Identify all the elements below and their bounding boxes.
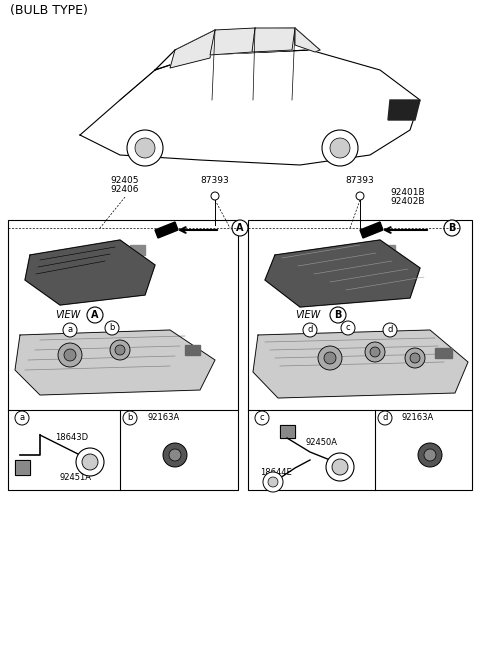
Text: 87393: 87393	[201, 176, 229, 185]
Polygon shape	[295, 28, 320, 52]
Circle shape	[365, 342, 385, 362]
Circle shape	[378, 411, 392, 425]
Circle shape	[356, 192, 364, 200]
Polygon shape	[265, 240, 420, 307]
Text: b: b	[127, 413, 132, 422]
Circle shape	[135, 138, 155, 158]
Polygon shape	[280, 425, 295, 438]
Text: 92163A: 92163A	[148, 413, 180, 422]
Circle shape	[444, 220, 460, 236]
Text: 92451A: 92451A	[60, 473, 92, 482]
Polygon shape	[210, 28, 255, 55]
Text: 92402B: 92402B	[390, 197, 424, 206]
Circle shape	[232, 220, 248, 236]
Polygon shape	[170, 30, 215, 68]
Text: 18644E: 18644E	[260, 468, 292, 477]
Text: B: B	[448, 223, 456, 233]
Text: 92401B: 92401B	[390, 188, 425, 197]
Polygon shape	[360, 222, 383, 238]
Circle shape	[76, 448, 104, 476]
Circle shape	[318, 346, 342, 370]
Text: B: B	[334, 310, 342, 320]
Circle shape	[105, 321, 119, 335]
Polygon shape	[253, 330, 468, 398]
Circle shape	[324, 352, 336, 364]
Circle shape	[115, 345, 125, 355]
Circle shape	[63, 323, 77, 337]
Text: 87393: 87393	[346, 176, 374, 185]
Text: d: d	[382, 413, 388, 422]
Polygon shape	[155, 222, 178, 238]
FancyBboxPatch shape	[248, 220, 472, 490]
Text: A: A	[236, 223, 244, 233]
Circle shape	[268, 477, 278, 487]
Polygon shape	[130, 245, 145, 255]
Circle shape	[341, 321, 355, 335]
Circle shape	[326, 453, 354, 481]
Circle shape	[383, 323, 397, 337]
Circle shape	[211, 192, 219, 200]
Text: (BULB TYPE): (BULB TYPE)	[10, 4, 88, 17]
Circle shape	[127, 130, 163, 166]
Text: VIEW: VIEW	[55, 310, 80, 320]
Circle shape	[330, 138, 350, 158]
Polygon shape	[388, 100, 420, 120]
Circle shape	[332, 459, 348, 475]
Circle shape	[263, 472, 283, 492]
Circle shape	[410, 353, 420, 363]
FancyBboxPatch shape	[8, 220, 238, 490]
Circle shape	[405, 348, 425, 368]
Text: d: d	[387, 325, 393, 335]
Text: 92406: 92406	[111, 185, 139, 194]
Polygon shape	[15, 460, 30, 475]
Circle shape	[110, 340, 130, 360]
Polygon shape	[435, 348, 452, 358]
Circle shape	[418, 443, 442, 467]
Text: 92405: 92405	[111, 176, 139, 185]
Circle shape	[87, 307, 103, 323]
Text: 18643D: 18643D	[55, 433, 88, 442]
Circle shape	[15, 411, 29, 425]
Polygon shape	[252, 28, 295, 52]
Text: 92163A: 92163A	[402, 413, 434, 422]
Circle shape	[303, 323, 317, 337]
Text: VIEW: VIEW	[295, 310, 320, 320]
Circle shape	[169, 449, 181, 461]
Text: a: a	[19, 413, 24, 422]
Circle shape	[255, 411, 269, 425]
Text: b: b	[109, 323, 115, 333]
Circle shape	[123, 411, 137, 425]
Circle shape	[163, 443, 187, 467]
Text: c: c	[260, 413, 264, 422]
Circle shape	[58, 343, 82, 367]
Text: d: d	[307, 325, 312, 335]
Circle shape	[322, 130, 358, 166]
Text: c: c	[346, 323, 350, 333]
Circle shape	[330, 307, 346, 323]
Circle shape	[64, 349, 76, 361]
Text: a: a	[67, 325, 72, 335]
Circle shape	[424, 449, 436, 461]
Polygon shape	[15, 330, 215, 395]
Text: 92450A: 92450A	[305, 438, 337, 447]
Polygon shape	[185, 345, 200, 355]
Circle shape	[82, 454, 98, 470]
Polygon shape	[380, 245, 395, 255]
Circle shape	[370, 347, 380, 357]
Polygon shape	[25, 240, 155, 305]
Text: A: A	[91, 310, 99, 320]
